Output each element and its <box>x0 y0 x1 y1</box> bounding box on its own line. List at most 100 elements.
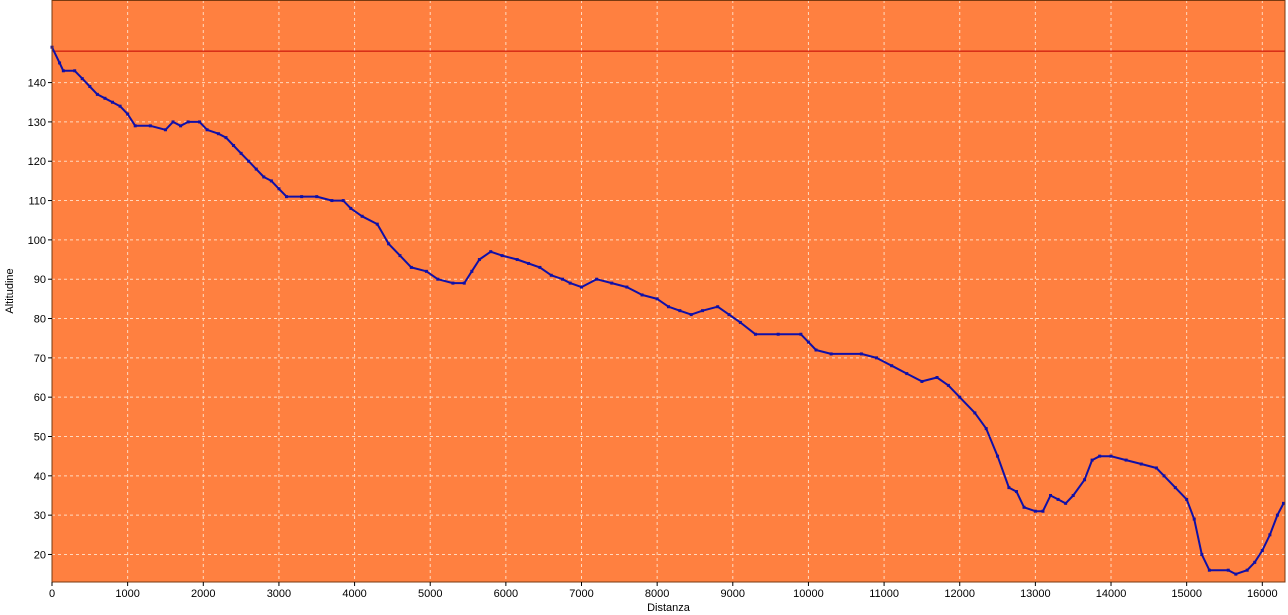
data-point <box>239 151 243 155</box>
data-point <box>595 277 599 281</box>
data-point <box>179 124 183 128</box>
data-point <box>727 313 731 317</box>
data-point <box>859 352 863 356</box>
data-point <box>1253 560 1257 564</box>
data-point <box>1014 490 1018 494</box>
data-point <box>103 96 107 100</box>
data-point <box>300 195 304 199</box>
y-tick-label: 140 <box>28 78 46 90</box>
data-point <box>198 120 202 124</box>
data-point <box>640 293 644 297</box>
data-point <box>409 265 413 269</box>
data-point <box>1226 568 1230 572</box>
data-point <box>111 100 115 104</box>
plot-border <box>51 0 1286 583</box>
x-tick-label: 6000 <box>494 588 518 600</box>
data-point <box>1041 509 1045 513</box>
data-point <box>738 320 742 324</box>
data-point <box>360 214 364 218</box>
data-point <box>341 199 345 203</box>
data-point <box>538 265 542 269</box>
data-point <box>920 379 924 383</box>
data-point <box>451 281 455 285</box>
data-point <box>269 179 273 183</box>
data-point <box>814 348 818 352</box>
data-point <box>315 195 319 199</box>
x-tick-label: 16000 <box>1247 588 1278 600</box>
data-point <box>753 332 757 336</box>
data-point <box>667 305 670 309</box>
y-tick-label: 30 <box>34 510 46 522</box>
data-point <box>701 309 705 313</box>
data-point <box>477 258 481 262</box>
data-point <box>1154 466 1158 470</box>
data-point <box>1109 454 1113 458</box>
data-point <box>829 352 833 356</box>
data-point <box>163 128 167 132</box>
grid-lines <box>51 0 1285 582</box>
data-point <box>1281 501 1285 505</box>
data-point <box>247 159 251 163</box>
y-tick-label: 100 <box>28 235 46 247</box>
data-point <box>580 285 584 289</box>
data-point <box>1234 572 1238 576</box>
y-tick-label: 60 <box>34 392 46 404</box>
data-point <box>1173 486 1177 490</box>
data-point <box>946 383 950 387</box>
data-point <box>1071 493 1075 497</box>
data-point <box>80 77 84 81</box>
x-tick-label: 11000 <box>869 588 899 600</box>
x-tick-label: 12000 <box>944 588 975 600</box>
data-point <box>655 297 659 301</box>
data-point <box>95 92 99 96</box>
data-point <box>1007 486 1011 490</box>
data-point <box>398 254 402 258</box>
x-tick-label: 7000 <box>569 588 593 600</box>
data-point <box>1033 509 1037 513</box>
data-point <box>1207 568 1211 572</box>
plot-background <box>52 0 1285 582</box>
data-point <box>716 305 720 309</box>
y-tick-label: 70 <box>34 353 46 365</box>
data-point <box>277 187 281 191</box>
data-point <box>549 273 553 277</box>
data-point <box>1022 505 1026 509</box>
x-tick-label: 1000 <box>115 588 139 600</box>
data-point <box>875 356 879 360</box>
data-point <box>515 258 519 262</box>
data-point <box>462 281 466 285</box>
data-point <box>678 309 682 313</box>
data-point <box>118 104 122 108</box>
data-point <box>1260 549 1264 553</box>
y-tick-label: 80 <box>34 314 46 326</box>
data-point <box>1185 497 1189 501</box>
data-point <box>171 120 175 124</box>
data-point <box>387 242 391 246</box>
data-point <box>1200 552 1204 556</box>
data-point <box>216 132 220 136</box>
data-point <box>73 69 77 73</box>
data-point <box>330 199 334 203</box>
axes <box>48 0 1286 586</box>
y-tick-label: 90 <box>34 274 46 286</box>
data-point <box>489 250 493 254</box>
data-point <box>1162 474 1166 478</box>
y-axis-title: Altitudine <box>4 268 16 313</box>
x-tick-label: 0 <box>49 588 55 600</box>
data-point <box>424 269 428 273</box>
data-point <box>224 136 228 140</box>
y-tick-label: 40 <box>34 471 46 483</box>
data-point <box>205 128 209 132</box>
y-tick-label: 50 <box>34 432 46 444</box>
data-point <box>470 269 474 273</box>
data-point <box>1124 458 1128 462</box>
x-tick-label: 4000 <box>342 588 366 600</box>
y-tick-label: 120 <box>28 156 46 168</box>
x-tick-label: 8000 <box>645 588 669 600</box>
data-point <box>527 261 531 265</box>
data-point <box>186 120 190 124</box>
data-point <box>625 285 629 289</box>
data-point <box>905 372 909 376</box>
